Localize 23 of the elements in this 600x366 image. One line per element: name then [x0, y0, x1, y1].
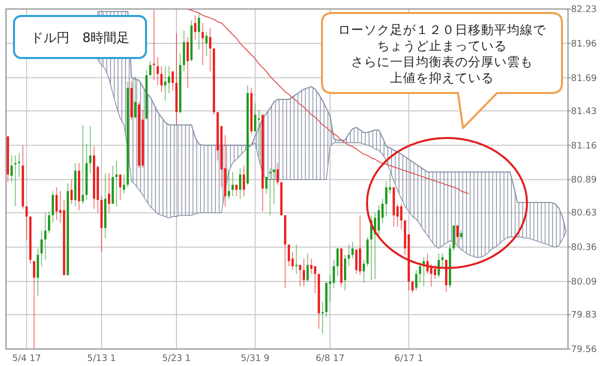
x-tick-label: 6/17 1: [394, 354, 424, 364]
annotation: さらに一目均衡表の分厚い雲も: [351, 54, 533, 69]
x-tick-label: 5/4 17: [12, 354, 42, 364]
annotation: 上値を抑えている: [390, 70, 494, 85]
y-tick-label: 79.56: [571, 345, 598, 355]
y-tick-label: 80.89: [571, 176, 598, 186]
line-series: [187, 9, 470, 194]
y-tick-label: 81.43: [571, 106, 597, 117]
x-tick-label: 6/8 17: [316, 354, 344, 364]
x-tick-label: 5/23 1: [162, 354, 191, 364]
text: ドル円 8時間足: [30, 31, 130, 46]
annotation: ローソク足が１２０日移動平均線で: [338, 22, 547, 37]
y-tick-label: 80.09: [571, 278, 598, 288]
y-tick-label: 80.36: [571, 243, 598, 254]
x-tick-label: 5/13 1: [87, 354, 116, 364]
y-tick-label: 80.63: [571, 208, 597, 219]
x-tick-label: 5/31 9: [240, 354, 270, 364]
y-tick-label: 81.16: [571, 141, 598, 152]
annotation: ちょうど止まっている: [377, 38, 507, 53]
y-tick-label: 81.96: [571, 39, 598, 50]
y-tick-label: 81.69: [571, 74, 598, 84]
y-tick-label: 79.83: [571, 310, 597, 321]
y-tick-label: 82.23: [571, 5, 597, 15]
